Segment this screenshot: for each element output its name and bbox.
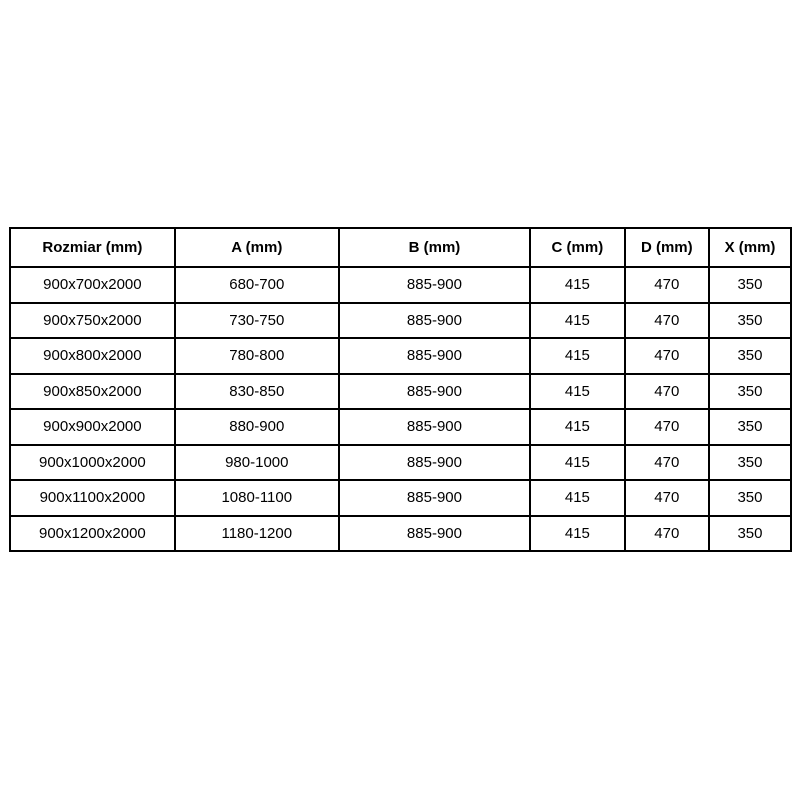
table-cell: 980-1000 [173, 443, 340, 481]
table-cell: 885-900 [337, 337, 532, 375]
table-cell: 350 [707, 337, 793, 375]
column-header: Rozmiar (mm) [9, 227, 176, 268]
table-cell: 680-700 [173, 266, 340, 304]
table-cell: 470 [623, 372, 710, 410]
table-cell: 1080-1100 [173, 479, 340, 517]
table-cell: 830-850 [173, 372, 340, 410]
table-cell: 470 [623, 443, 710, 481]
table-cell: 885-900 [337, 372, 532, 410]
table-head: Rozmiar (mm) A (mm) B (mm) C (mm) D (mm) X (m… [9, 227, 793, 268]
table-cell: 900x900x2000 [9, 408, 176, 446]
table-cell: 415 [529, 479, 626, 517]
table-cell: 415 [529, 443, 626, 481]
column-header: B (mm) [337, 227, 532, 268]
table-cell: 470 [623, 266, 710, 304]
table-cell: 900x850x2000 [9, 372, 176, 410]
table-cell: 900x800x2000 [9, 337, 176, 375]
table-row: 900x1200x2000 1180-1200 885-900 415 470 350 [9, 514, 793, 552]
column-header: A (mm) [173, 227, 340, 268]
dimensions-table-container: Rozmiar (mm) A (mm) B (mm) C (mm) D (mm) X (m… [9, 227, 793, 552]
table-cell: 470 [623, 337, 710, 375]
table-row: 900x1100x2000 1080-1100 885-900 415 470 350 [9, 479, 793, 517]
column-header: C (mm) [529, 227, 626, 268]
table-cell: 730-750 [173, 301, 340, 339]
table-cell: 1180-1200 [173, 514, 340, 552]
table-cell: 415 [529, 514, 626, 552]
table-body: 900x700x2000 680-700 885-900 415 470 350 900x7… [9, 266, 793, 552]
table-cell: 470 [623, 514, 710, 552]
table-cell: 885-900 [337, 408, 532, 446]
table-cell: 885-900 [337, 443, 532, 481]
table-cell: 880-900 [173, 408, 340, 446]
column-header: X (mm) [707, 227, 793, 268]
table-cell: 415 [529, 266, 626, 304]
table-header-row: Rozmiar (mm) A (mm) B (mm) C (mm) D (mm) X (m… [9, 227, 793, 268]
table-cell: 350 [707, 301, 793, 339]
table-cell: 350 [707, 408, 793, 446]
table-cell: 415 [529, 372, 626, 410]
table-cell: 900x1100x2000 [9, 479, 176, 517]
table-cell: 470 [623, 408, 710, 446]
table-cell: 900x750x2000 [9, 301, 176, 339]
table-cell: 350 [707, 514, 793, 552]
table-cell: 900x1200x2000 [9, 514, 176, 552]
table-cell: 415 [529, 337, 626, 375]
table-cell: 350 [707, 372, 793, 410]
table-cell: 415 [529, 301, 626, 339]
table-cell: 885-900 [337, 479, 532, 517]
table-cell: 885-900 [337, 301, 532, 339]
dimensions-table: Rozmiar (mm) A (mm) B (mm) C (mm) D (mm) X (m… [9, 227, 793, 552]
table-cell: 900x1000x2000 [9, 443, 176, 481]
table-cell: 885-900 [337, 266, 532, 304]
table-row: 900x850x2000 830-850 885-900 415 470 350 [9, 372, 793, 410]
table-row: 900x750x2000 730-750 885-900 415 470 350 [9, 301, 793, 339]
table-cell: 350 [707, 443, 793, 481]
table-cell: 885-900 [337, 514, 532, 552]
table-cell: 780-800 [173, 337, 340, 375]
column-header: D (mm) [623, 227, 710, 268]
table-row: 900x1000x2000 980-1000 885-900 415 470 350 [9, 443, 793, 481]
table-row: 900x700x2000 680-700 885-900 415 470 350 [9, 266, 793, 304]
table-cell: 350 [707, 266, 793, 304]
table-cell: 900x700x2000 [9, 266, 176, 304]
table-row: 900x800x2000 780-800 885-900 415 470 350 [9, 337, 793, 375]
table-cell: 415 [529, 408, 626, 446]
table-row: 900x900x2000 880-900 885-900 415 470 350 [9, 408, 793, 446]
table-cell: 470 [623, 479, 710, 517]
table-cell: 350 [707, 479, 793, 517]
table-cell: 470 [623, 301, 710, 339]
